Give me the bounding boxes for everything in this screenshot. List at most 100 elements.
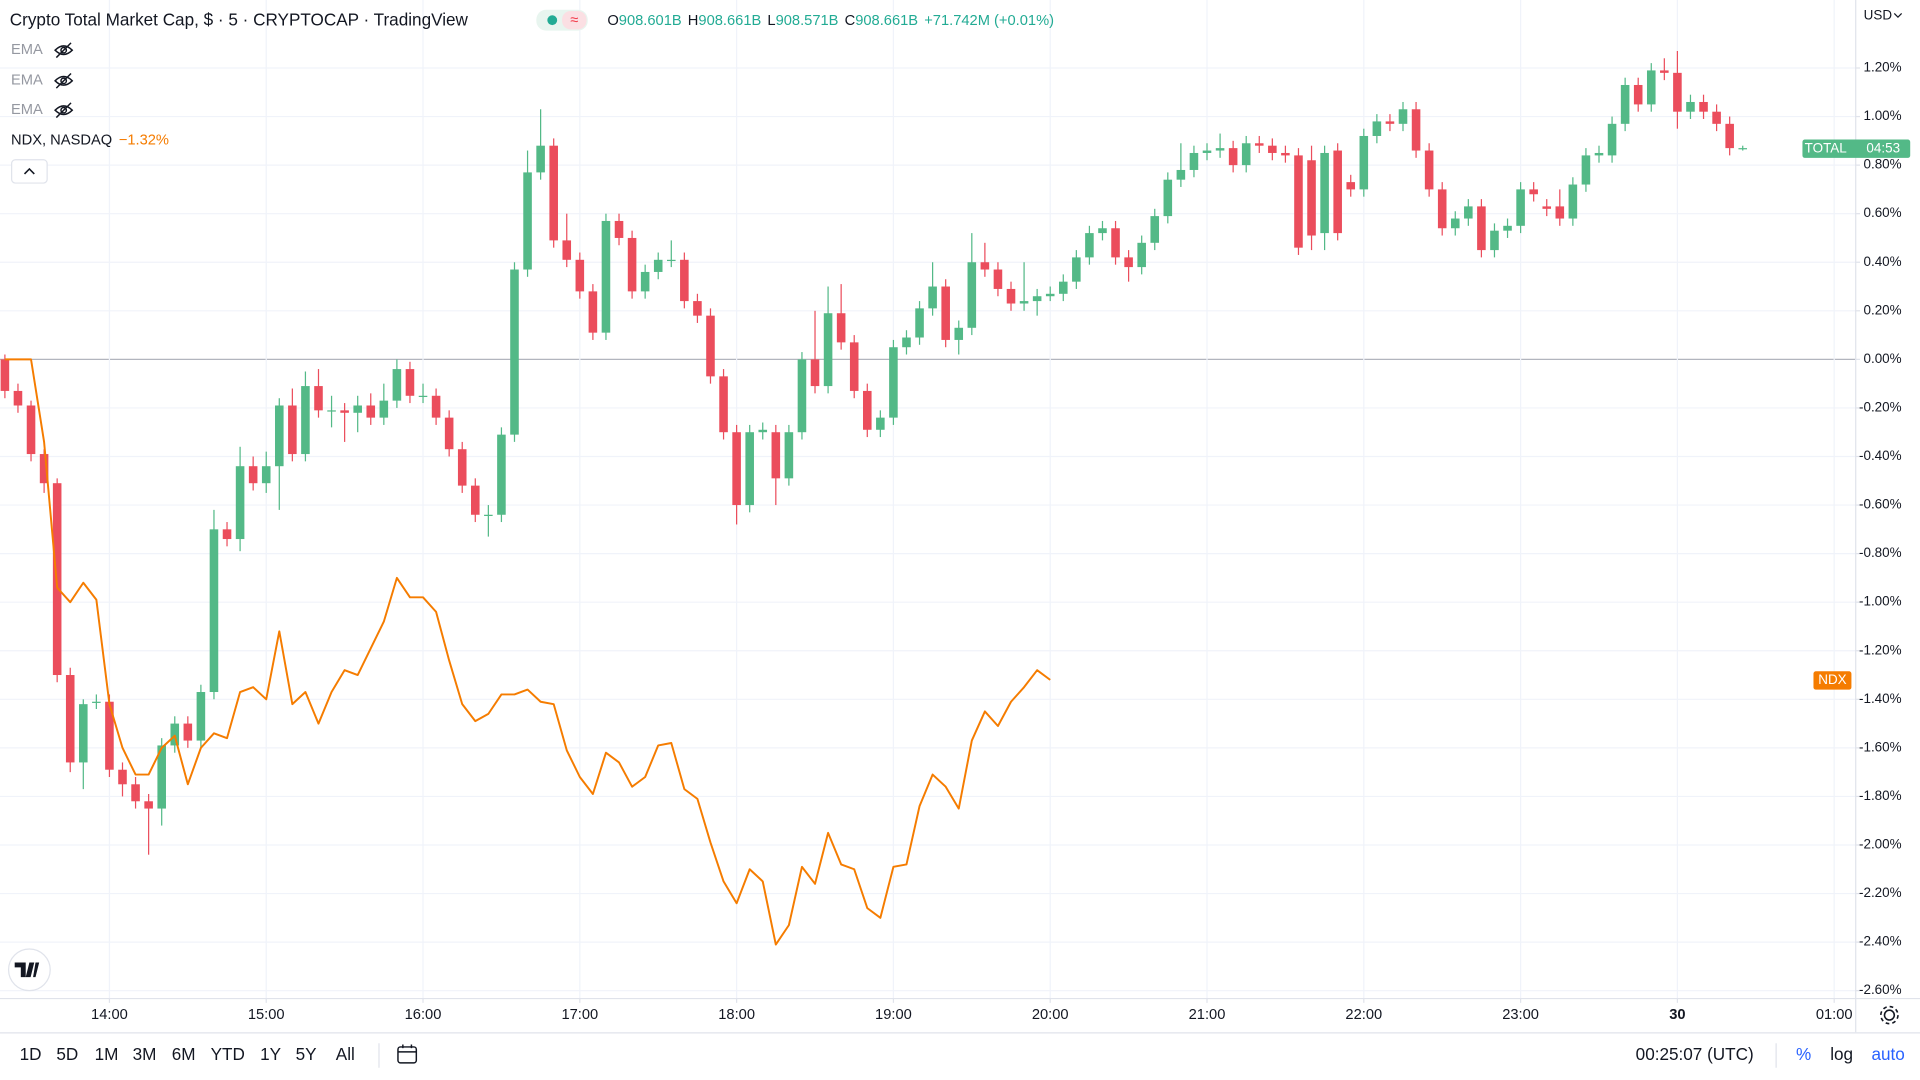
candle-body (797, 359, 807, 433)
currency-label[interactable]: USD (1864, 7, 1893, 22)
y-tick-label: -0.40% (1859, 448, 1902, 463)
candle-body (1359, 135, 1369, 190)
candle-body (248, 466, 258, 484)
candle-body (653, 259, 663, 272)
candle-body (1542, 206, 1552, 209)
price-tag (1802, 139, 1911, 158)
x-tick-label: 23:00 (1502, 1007, 1539, 1023)
candle-body (170, 723, 180, 746)
candle-body (1464, 206, 1473, 219)
candle-body (1072, 257, 1081, 282)
y-tick-label: -0.60% (1859, 497, 1902, 512)
candle-body (288, 405, 297, 455)
candle-body (823, 313, 833, 387)
candle-body (1633, 84, 1643, 105)
candle-body (1111, 228, 1120, 258)
indicator-label[interactable]: EMA (11, 102, 43, 118)
candle-body (484, 514, 493, 516)
candle-body (745, 432, 754, 506)
candle-body (967, 262, 977, 328)
y-tick-label: -0.80% (1859, 545, 1902, 560)
overlay-label[interactable]: NDX, NASDAQ (11, 133, 112, 149)
y-tick-label: 0.80% (1863, 157, 1901, 172)
plot (0, 50, 1748, 946)
candle-body (275, 405, 284, 467)
clock[interactable]: 00:25:07 (UTC) (1636, 1044, 1754, 1064)
range-button[interactable]: 5Y (296, 1044, 318, 1064)
y-tick-label: -1.20% (1859, 642, 1902, 657)
indicator-label[interactable]: EMA (11, 42, 43, 58)
ohlc-key: C (845, 13, 856, 29)
price-tag-countdown: 04:53 (1866, 140, 1900, 155)
candle-body (444, 417, 454, 450)
range-button[interactable]: All (336, 1044, 355, 1064)
candle-body (1045, 293, 1055, 297)
percent-scale-button[interactable]: % (1796, 1044, 1811, 1064)
indicator-label[interactable]: EMA (11, 73, 43, 89)
candle-body (876, 417, 885, 430)
candle-body (902, 337, 911, 348)
candle-body (1581, 155, 1591, 185)
candle-body (1725, 123, 1734, 149)
tradingview-logo[interactable] (7, 948, 51, 992)
overlay-change: −1.32% (119, 133, 169, 149)
range-button[interactable]: YTD (211, 1044, 245, 1064)
y-tick-label: -2.00% (1859, 837, 1902, 852)
collapse-button[interactable] (11, 159, 48, 184)
candle-body (418, 395, 428, 398)
candle-body (1385, 121, 1395, 124)
overlay-tag (1813, 671, 1852, 690)
candle-body (1529, 189, 1538, 195)
y-tick-label: 0.00% (1863, 351, 1901, 366)
candle-body (13, 390, 23, 406)
hidden-eye-icon[interactable] (54, 102, 74, 119)
candle-body (941, 286, 950, 340)
candle-body (588, 291, 598, 333)
range-button[interactable]: 1D (20, 1044, 42, 1064)
y-tick-label: -2.20% (1859, 885, 1902, 900)
range-button[interactable]: 3M (133, 1044, 157, 1064)
calendar-icon[interactable] (397, 1044, 418, 1064)
settings-gear[interactable] (1880, 1005, 1899, 1025)
candle-body (732, 432, 741, 506)
candle-body (431, 395, 441, 418)
hidden-eye-icon[interactable] (54, 72, 74, 89)
candle-body (1058, 281, 1068, 294)
candle-body (601, 220, 611, 333)
range-button[interactable]: 5D (56, 1044, 78, 1064)
candle-body (222, 529, 232, 540)
ohlc-value: 908.661B (855, 13, 918, 29)
hidden-eye-icon[interactable] (54, 42, 74, 59)
candle-body (209, 529, 219, 693)
candle-body (196, 692, 206, 741)
candle-body (719, 376, 728, 433)
range-button[interactable]: 1M (95, 1044, 119, 1064)
candle-body (1163, 179, 1173, 217)
candle-body (1411, 109, 1421, 151)
candle-body (1490, 230, 1499, 251)
log-scale-button[interactable]: log (1830, 1044, 1853, 1064)
x-tick-label: 01:00 (1816, 1007, 1853, 1023)
x-tick-label: 14:00 (91, 1007, 128, 1023)
candle-body (1281, 152, 1290, 156)
x-tick-label: 22:00 (1345, 1007, 1382, 1023)
auto-scale-button[interactable]: auto (1871, 1044, 1904, 1064)
y-tick-label: 1.20% (1863, 60, 1901, 75)
axes: 1.20% 1.00% 0.80% 0.60% 0.40% 0.20% 0.00% -0.20… (91, 60, 1911, 1023)
candle-body (862, 390, 872, 430)
candle-body (758, 429, 768, 433)
candle-body (536, 145, 545, 173)
candle-body (1450, 218, 1460, 229)
range-button[interactable]: 1Y (260, 1044, 282, 1064)
ohlc-key: O (607, 13, 618, 29)
ohlc-key: H (688, 13, 699, 29)
range-button[interactable]: 6M (172, 1044, 196, 1064)
symbol-title[interactable]: Crypto Total Market Cap, $ · 5 · CRYPTOC… (10, 9, 469, 29)
y-tick-label: -1.40% (1859, 691, 1902, 706)
candle-body (1215, 148, 1225, 151)
candle-body (1555, 206, 1565, 219)
indicator-legend: EMA EMA EMA NDX, NASDAQ −1.32% (11, 42, 169, 184)
candle-body (366, 405, 376, 418)
candle-body (497, 434, 506, 515)
